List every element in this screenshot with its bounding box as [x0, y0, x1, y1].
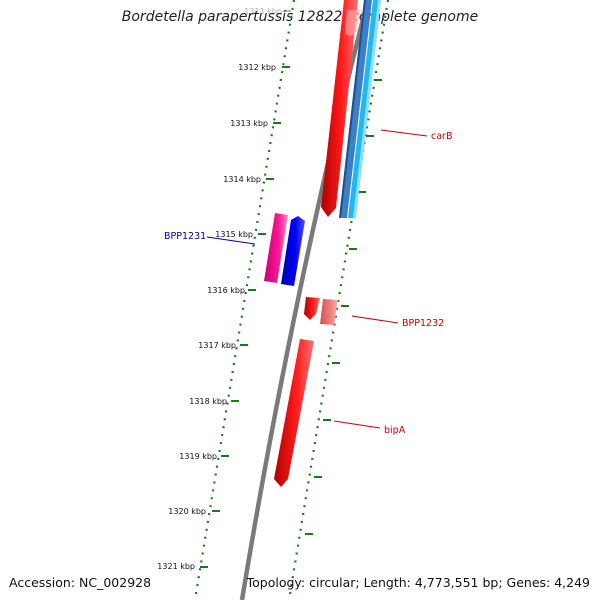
leader-BPP1232 — [351, 315, 399, 324]
ruler-ticks: 1311 kbp 1312 kbp 1313 kbp 1314 kbp 1315… — [157, 7, 291, 571]
gene-label-BPP1232[interactable]: BPP1232 — [402, 318, 444, 329]
outer-dotted-ring — [193, 0, 296, 600]
leader-bipA — [333, 420, 381, 429]
gene-label-bipA[interactable]: bipA — [384, 425, 406, 436]
accession-label: Accession: NC_002928 — [9, 575, 152, 590]
tick-label-1313: 1313 kbp — [230, 119, 268, 128]
gene-bipA[interactable] — [274, 339, 314, 487]
gene-BPP1231-rna[interactable] — [264, 213, 288, 283]
genome-summary: Topology: circular; Length: 4,773,551 bp… — [246, 575, 590, 590]
tick-label-1311: 1311 kbp — [244, 7, 282, 16]
tick-label-1315: 1315 kbp — [215, 230, 253, 239]
tick-label-1317: 1317 kbp — [198, 341, 236, 350]
gene-BPP1232-light[interactable] — [320, 299, 338, 325]
inner-ring-ticks — [305, 79, 382, 535]
tick-label-1314: 1314 kbp — [223, 175, 261, 184]
genome-backbone — [239, 0, 371, 600]
gene-carB-top-cap — [345, 10, 361, 36]
gene-label-BPP1231[interactable]: BPP1231 — [164, 231, 206, 242]
inner-dotted-ring — [287, 0, 390, 600]
tick-label-1312: 1312 kbp — [238, 63, 276, 72]
tick-label-1319: 1319 kbp — [179, 452, 217, 461]
gene-BPP1231-blue[interactable] — [281, 216, 305, 286]
tick-label-1321: 1321 kbp — [157, 562, 195, 571]
gene-carB[interactable] — [321, 0, 358, 217]
gene-track-darkblue-edge — [339, 0, 366, 218]
gene-BPP1232-red[interactable] — [304, 297, 320, 320]
leader-carB — [380, 129, 428, 137]
gene-track-cyan-highlight — [353, 0, 381, 218]
leader-BPP1231 — [206, 236, 256, 245]
gene-label-carB[interactable]: carB — [431, 131, 452, 142]
tick-label-1320: 1320 kbp — [168, 507, 206, 516]
tick-label-1316: 1316 kbp — [207, 286, 245, 295]
tick-label-1318: 1318 kbp — [189, 397, 227, 406]
map-title: Bordetella parapertussis 12822, complete… — [121, 9, 479, 25]
